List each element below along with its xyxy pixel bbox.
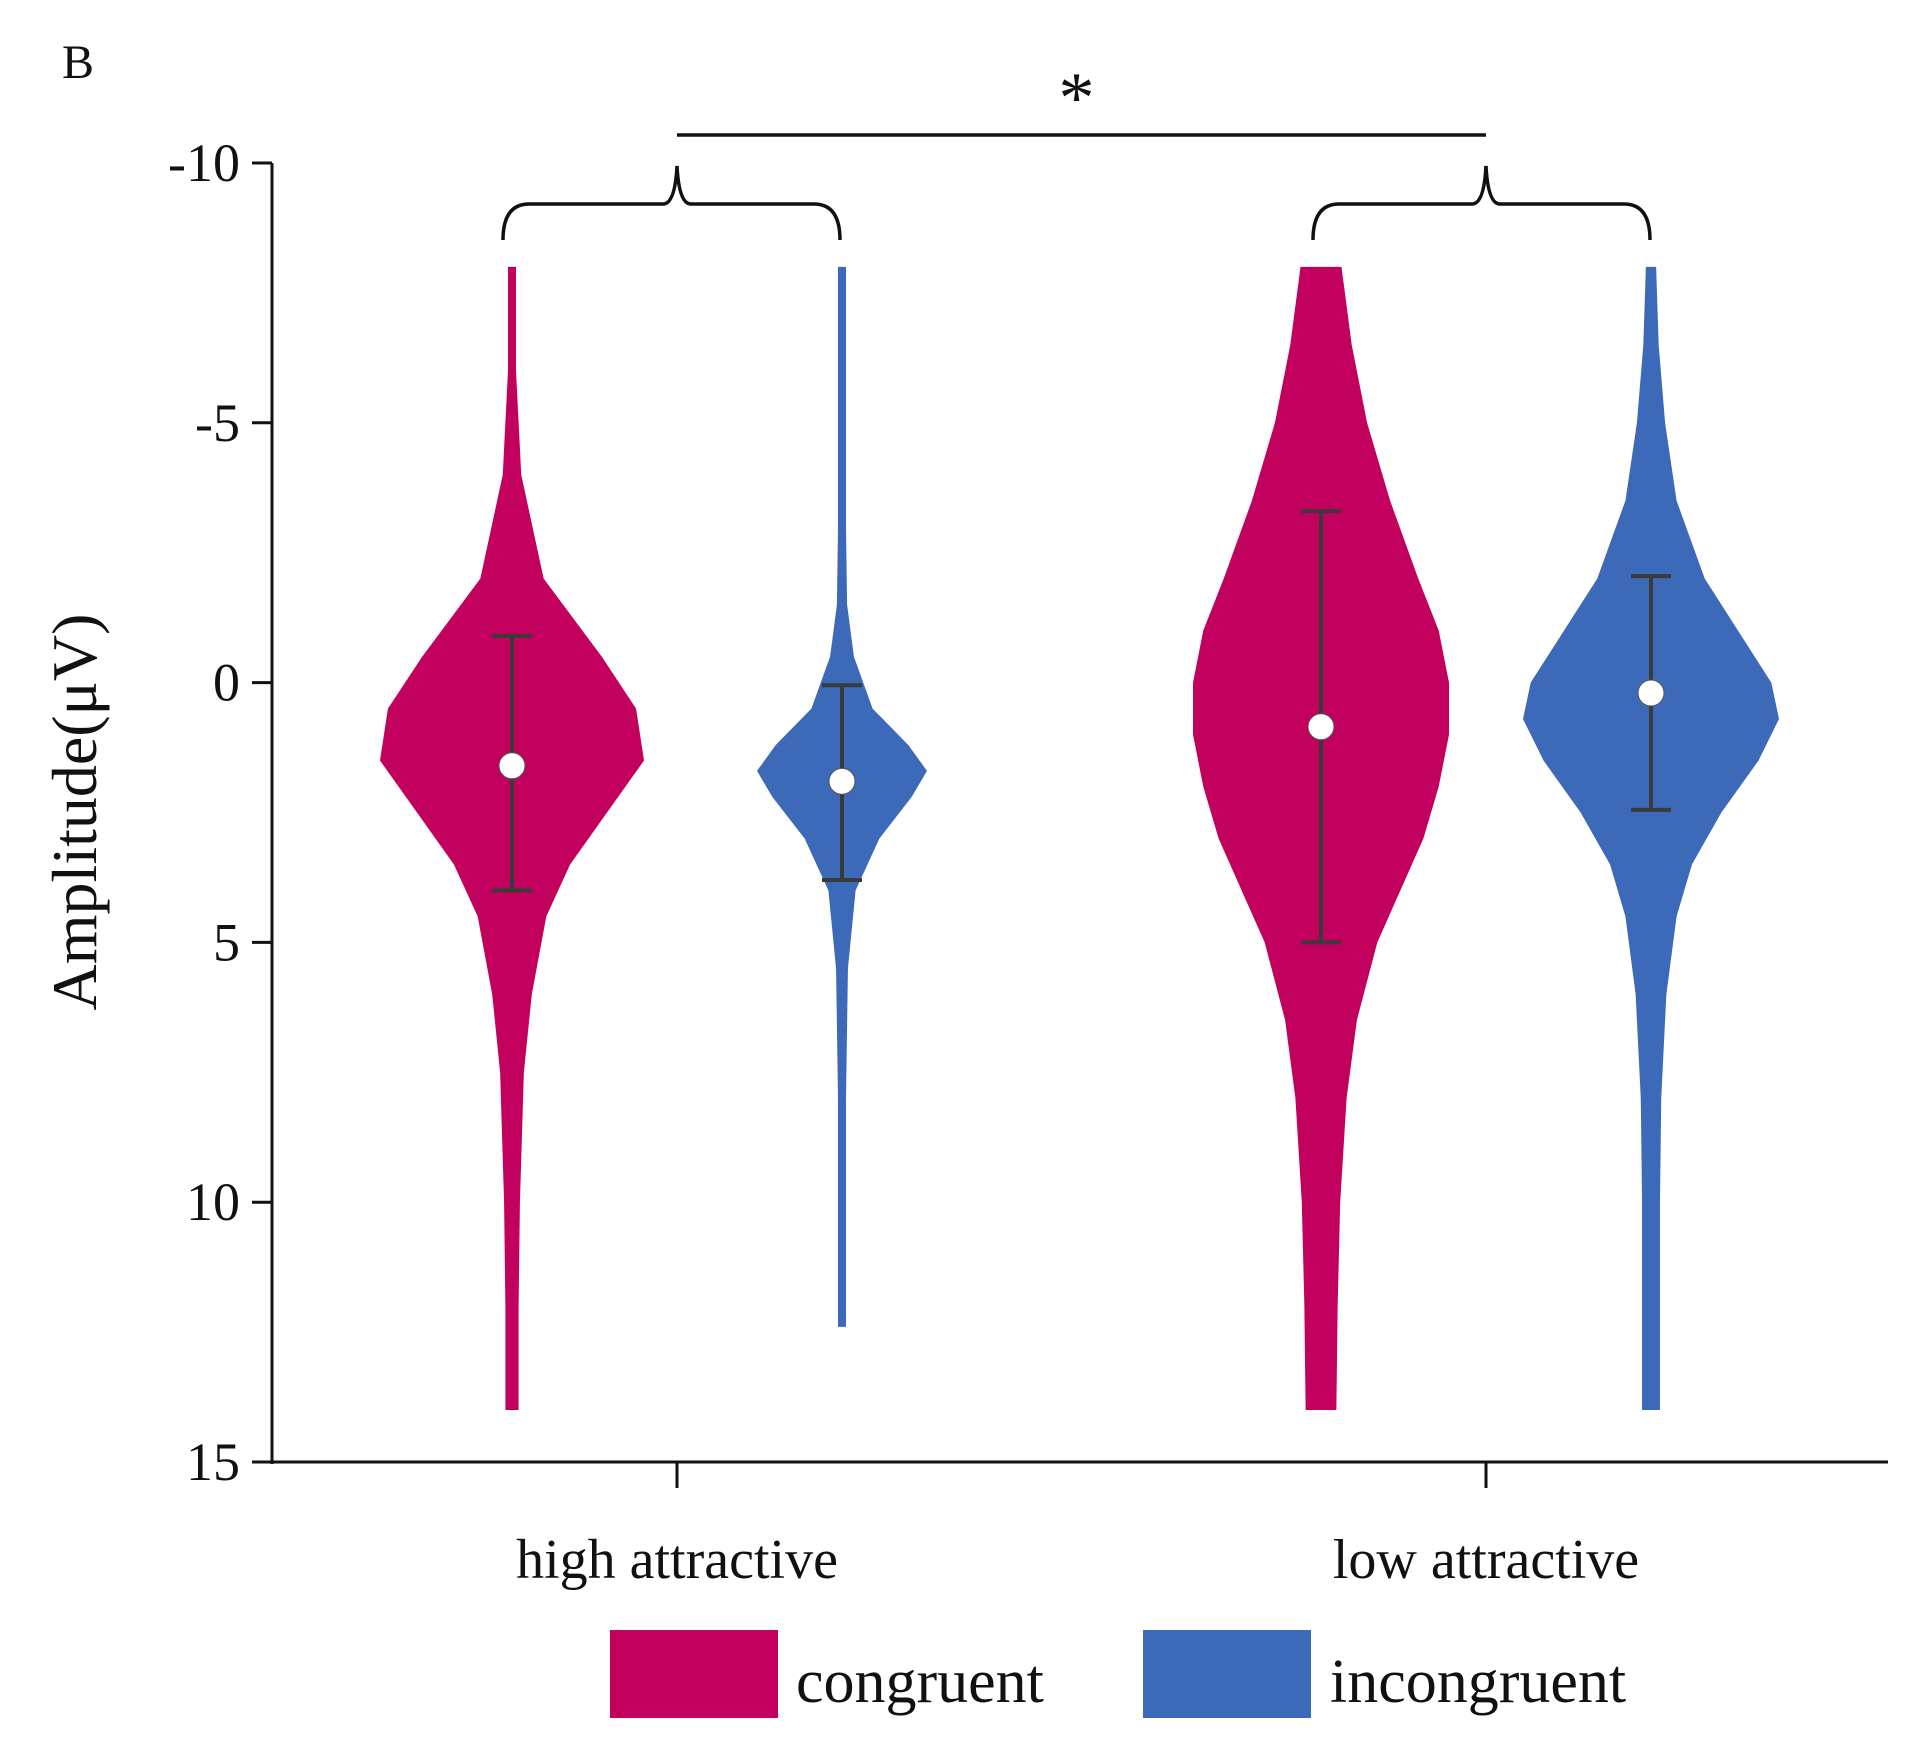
y-tick-label: -10 [168,133,240,193]
y-tick-label: -5 [195,393,240,453]
violin-incongruent-low-attractive [1523,266,1779,1411]
panel-label: B [62,36,94,89]
legend-swatch-incongruent [1143,1630,1311,1718]
mean-marker-congruent-low-attractive [1307,713,1335,741]
legend-label-incongruent: incongruent [1330,1648,1626,1716]
mean-marker-incongruent-high-attractive [828,767,856,795]
error-bars-layer [492,509,1671,945]
mean-marker-incongruent-low-attractive [1637,679,1665,707]
y-tick-label: 0 [213,653,240,713]
axes-layer: -10 -5 0 5 10 15 high attractive low attractive [168,133,1888,1591]
mean-marker-congruent-high-attractive [498,752,526,780]
y-tick-label: 15 [186,1432,240,1492]
y-tick-label: 5 [213,912,240,972]
bracket-high-attractive [501,165,842,241]
y-axis-title: Amplitude(μV) [39,614,110,1011]
legend-swatch-congruent [610,1630,778,1718]
significance-star: * [1059,58,1095,138]
legend: congruent incongruent [610,1630,1626,1718]
bracket-low-attractive [1311,165,1652,241]
x-tick-label-high-attractive: high attractive [516,1529,838,1591]
x-tick-label-low-attractive: low attractive [1333,1529,1639,1591]
y-tick-label: 10 [186,1172,240,1232]
legend-label-congruent: congruent [796,1648,1044,1716]
significance-layer: * [501,58,1652,241]
violins-layer [380,266,1779,1411]
